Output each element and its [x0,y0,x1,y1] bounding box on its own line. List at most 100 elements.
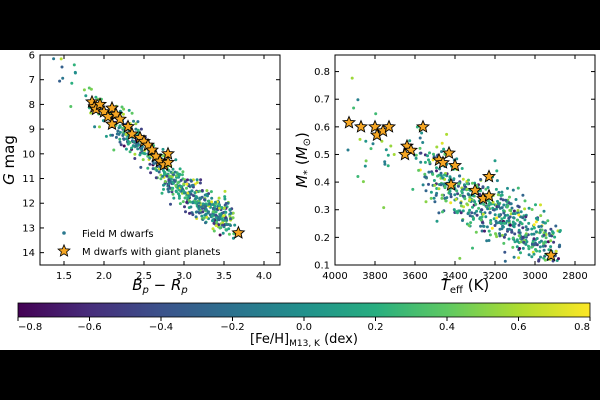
field-point [527,244,530,248]
field-point [527,221,531,225]
field-point [361,180,365,184]
field-point [498,232,501,236]
field-point [223,195,227,199]
field-point [470,181,474,185]
field-point [72,63,76,67]
field-point [538,240,542,244]
field-point [460,167,464,170]
field-point [523,218,527,222]
field-point [479,218,483,222]
field-point [177,196,181,200]
field-point [517,213,521,217]
planet-host-star [447,158,463,172]
field-point [167,178,171,182]
planet-host-star [120,119,136,133]
field-point [124,147,128,151]
field-point [492,217,496,221]
field-point [195,196,199,200]
planet-host-star [92,97,108,111]
field-point [437,173,441,177]
field-point [89,87,93,91]
field-point [392,153,396,156]
field-point [374,112,378,116]
planet-host-star [112,111,128,126]
field-point [468,198,472,202]
field-point [84,94,88,98]
y-tick-label: 10 [22,149,35,160]
field-point [191,213,195,217]
field-point [139,165,143,169]
field-point [433,200,437,204]
field-point [217,196,221,200]
field-point [421,183,425,187]
field-point [411,187,415,191]
field-point [217,223,221,227]
field-point [471,205,474,209]
field-point [487,229,491,233]
field-point [467,178,470,182]
right-plot-frame [334,54,596,266]
field-point [549,245,553,249]
right-x-axis-label: Teff (K) [441,276,490,296]
y-tick-label: 12 [22,199,35,210]
colorbar-tick-label: −0.8 [18,322,42,333]
field-point [502,203,506,207]
x-tick-label: 4.0 [256,271,272,282]
field-point [441,176,445,180]
field-point [518,247,522,250]
field-point [517,234,521,238]
x-tick-label: 1.5 [56,271,72,282]
field-point [223,189,227,193]
field-point [185,186,188,190]
field-point [516,209,520,212]
planet-host-star [397,147,413,161]
field-point [116,129,120,133]
legend-field-label: Field M dwarfs [82,229,154,240]
field-point [207,210,210,214]
field-point [497,202,501,206]
field-point [465,182,469,186]
field-point [179,185,183,189]
field-point [532,232,536,236]
field-point [195,178,199,182]
field-point [539,224,543,228]
field-point [148,156,152,160]
field-point [198,181,202,185]
field-point [530,232,534,236]
field-point [201,202,205,206]
field-point [184,210,187,214]
field-point [521,193,525,197]
field-point [442,182,445,186]
field-point [500,233,504,237]
field-point [485,225,489,229]
field-point [452,208,456,212]
planet-host-star [341,115,357,129]
field-point [122,144,126,148]
field-point [419,151,423,155]
field-point [435,187,439,190]
field-point [473,211,477,215]
field-point [204,207,208,211]
field-point [523,207,527,211]
field-point [364,139,368,143]
field-point [506,213,510,217]
field-point [495,216,499,220]
mass-temperature-panel: 4000 3800 3600 3400 3200 3000 2800 0.1 0.2 0.3 0.4… [293,54,596,296]
field-point [502,211,506,215]
field-point [507,227,511,231]
field-point [177,188,181,192]
field-point [171,167,175,171]
field-point [178,202,182,206]
field-point [480,229,484,233]
y-tick-label: 8 [29,100,35,111]
field-point [547,248,551,252]
field-point [437,211,441,215]
field-point [207,192,211,196]
field-point [181,170,185,174]
field-point [493,224,497,227]
field-point [218,215,222,219]
field-point [432,155,436,159]
field-point [418,136,422,140]
y-tick-label: 0.1 [314,261,330,272]
field-point [457,182,461,186]
